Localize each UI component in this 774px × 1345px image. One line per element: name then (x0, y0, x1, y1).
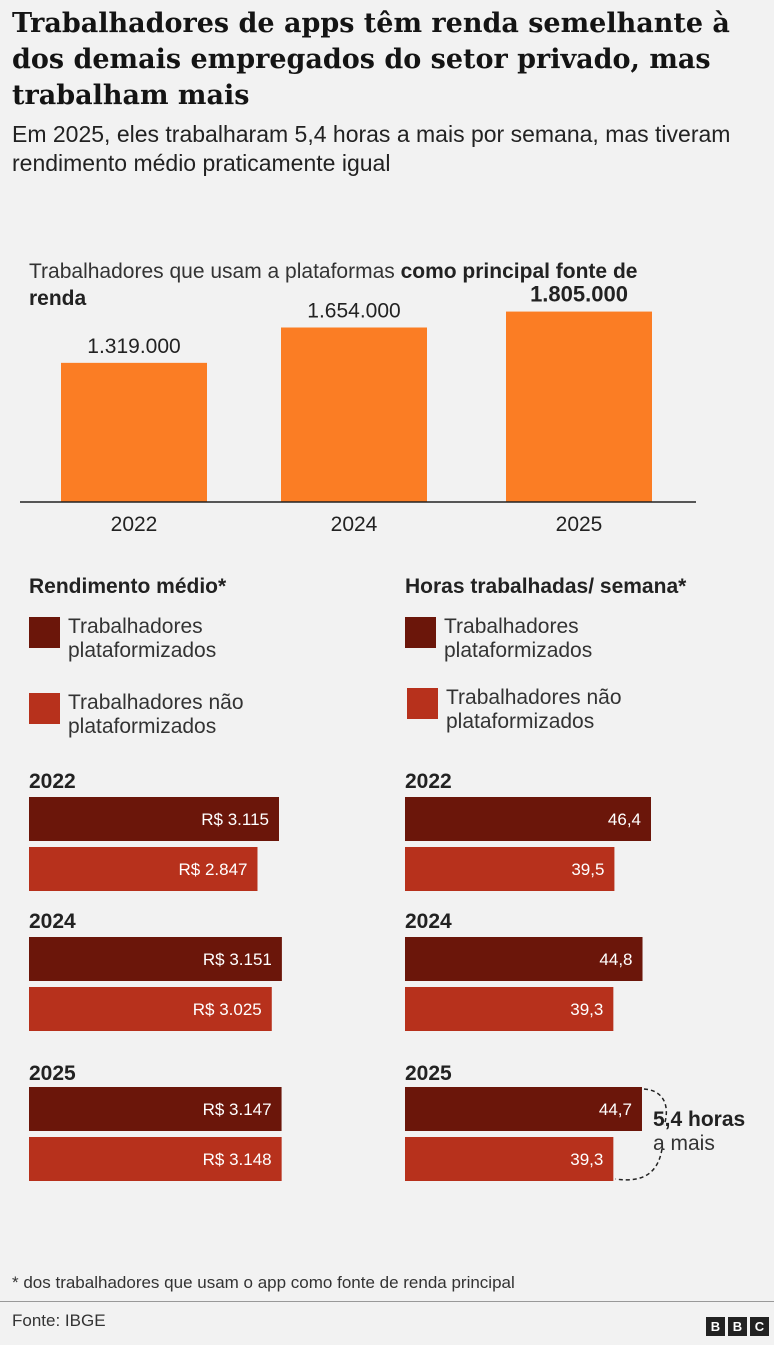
income-bar-value-label: R$ 3.147 (203, 1100, 272, 1119)
top-chart-label-plain: Trabalhadores que usam a plataformas (29, 260, 401, 283)
income-year-label: 2022 (29, 770, 76, 793)
hours-legend-nao-plataformizados: Trabalhadores não plataformizados (407, 686, 706, 734)
top-x-tick-label: 2022 (111, 513, 158, 536)
top-bar-value-label: 1.805.000 (530, 282, 628, 307)
hours-bar (405, 847, 615, 891)
legend-swatch-plataformizados (29, 617, 60, 648)
income-bar (29, 1087, 282, 1131)
difference-bracket (615, 1088, 668, 1181)
top-bar-value-label: 1.319.000 (87, 335, 180, 358)
bbc-logo-letter: B (728, 1317, 747, 1336)
footer-divider (0, 1301, 774, 1302)
top-bar (506, 311, 652, 502)
income-bar-value-label: R$ 3.151 (203, 950, 272, 969)
hours-bar-value-label: 39,3 (570, 1150, 603, 1169)
top-chart-label: Trabalhadores que usam a plataformas com… (29, 258, 669, 312)
income-legend-plataformizados: Trabalhadores plataformizados (29, 615, 328, 663)
hours-year-label: 2025 (405, 1062, 452, 1085)
hours-bar (405, 987, 614, 1031)
legend-label-plataformizados: Trabalhadores plataformizados (68, 615, 217, 662)
income-bar (29, 987, 272, 1031)
income-bar-value-label: R$ 2.847 (178, 860, 247, 879)
top-x-tick-label: 2025 (556, 513, 603, 536)
hours-bar (405, 1137, 614, 1181)
annotation-bold: 5,4 horas (653, 1108, 746, 1131)
income-bar (29, 797, 279, 841)
legend-label-nao-plataformizados: Trabalhadores não plataformizados (446, 686, 622, 733)
income-bar (29, 937, 282, 981)
hours-legend-plataformizados: Trabalhadores plataformizados (405, 615, 704, 663)
income-section-title: Rendimento médio* (29, 575, 227, 598)
hours-year-label: 2022 (405, 770, 452, 793)
hours-difference-annotation: 5,4 horas a mais (653, 1108, 745, 1156)
top-chart-label-bold: como principal fonte de renda (29, 260, 638, 310)
chart-subtitle: Em 2025, eles trabalharam 5,4 horas a ma… (12, 121, 731, 176)
income-bar-value-label: R$ 3.115 (201, 810, 269, 829)
income-bar-value-label: R$ 3.148 (203, 1150, 272, 1169)
top-bar (61, 362, 207, 502)
top-bar (281, 327, 427, 502)
hours-section-title: Horas trabalhadas/ semana* (405, 575, 687, 598)
hours-bar-value-label: 46,4 (608, 810, 641, 829)
legend-swatch-nao-plataformizados (29, 693, 60, 724)
legend-label-plataformizados: Trabalhadores plataformizados (444, 615, 593, 662)
hours-bar-value-label: 39,3 (570, 1000, 603, 1019)
income-year-label: 2025 (29, 1062, 76, 1085)
legend-swatch-nao-plataformizados (407, 688, 438, 719)
annotation-text: a mais (653, 1132, 715, 1155)
hours-bar (405, 1087, 642, 1131)
income-year-label: 2024 (29, 910, 76, 933)
chart-title: Trabalhadores de apps têm renda semelhan… (12, 8, 730, 111)
legend-swatch-plataformizados (405, 617, 436, 648)
bbc-logo-letter: B (706, 1317, 725, 1336)
hours-bar-value-label: 39,5 (571, 860, 604, 879)
legend-label-nao-plataformizados: Trabalhadores não plataformizados (68, 691, 244, 738)
hours-year-label: 2024 (405, 910, 452, 933)
hours-bar-value-label: 44,7 (599, 1100, 632, 1119)
bbc-logo: B B C (706, 1317, 769, 1336)
income-legend-nao-plataformizados: Trabalhadores não plataformizados (29, 691, 328, 739)
hours-bar (405, 937, 643, 981)
income-bar (29, 847, 258, 891)
hours-bar-value-label: 44,8 (599, 950, 632, 969)
income-bar (29, 1137, 282, 1181)
bbc-logo-letter: C (750, 1317, 769, 1336)
income-bar-value-label: R$ 3.025 (193, 1000, 262, 1019)
top-x-tick-label: 2024 (331, 513, 378, 536)
top-bar-value-label: 1.654.000 (307, 300, 400, 323)
hours-bar (405, 797, 651, 841)
footnote: * dos trabalhadores que usam o app como … (12, 1273, 515, 1292)
source: Fonte: IBGE (12, 1311, 106, 1330)
